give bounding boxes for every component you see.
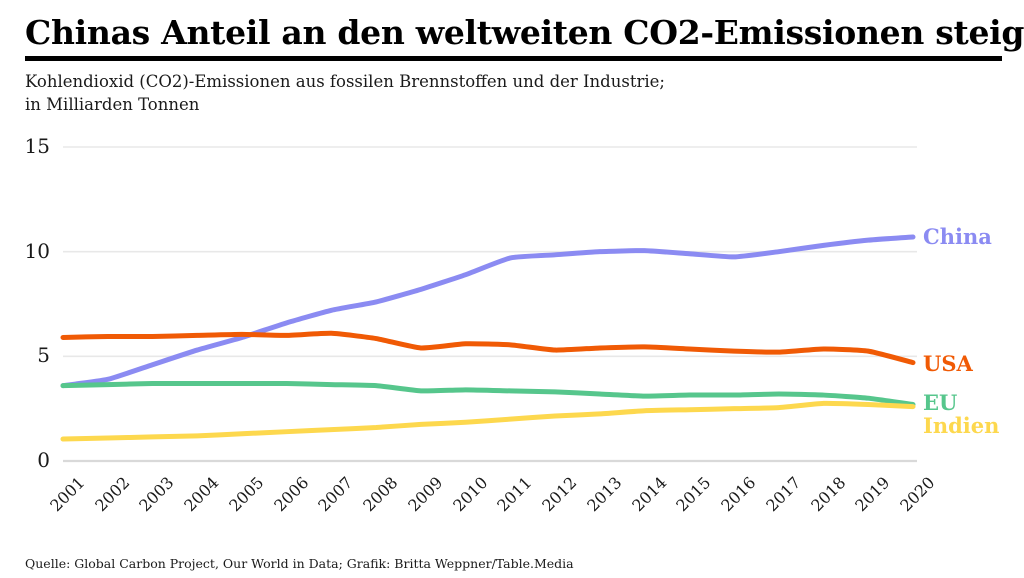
- page-title: Chinas Anteil an den weltweiten CO2-Emis…: [25, 13, 1024, 52]
- y-tick-label: 10: [24, 238, 50, 263]
- title-underline-rule: [25, 56, 1002, 61]
- series-line-eu: [60, 381, 916, 407]
- chart-subtitle: Kohlendioxid (CO2)-Emissionen aus fossil…: [25, 70, 1003, 116]
- chart-header: Chinas Anteil an den weltweiten CO2-Emis…: [25, 13, 1024, 116]
- series-label-usa: USA: [923, 350, 973, 376]
- series-label-eu: EU: [923, 390, 958, 416]
- series-line-indien: [60, 400, 916, 442]
- series-line-usa: [60, 330, 916, 366]
- series-line-china: [60, 234, 916, 389]
- y-tick-label: 5: [37, 343, 50, 368]
- source-note: Quelle: Global Carbon Project, Our World…: [25, 556, 574, 571]
- series-label-indien: Indien: [923, 412, 1000, 438]
- y-tick-label: 0: [37, 448, 50, 472]
- chart-subtitle-line-1: Kohlendioxid (CO2)-Emissionen aus fossil…: [25, 72, 665, 91]
- y-tick-label: 15: [24, 134, 50, 158]
- chart-subtitle-line-2: in Milliarden Tonnen: [25, 95, 200, 114]
- gridlines-group: [63, 146, 917, 463]
- series-label-china: China: [923, 224, 992, 249]
- series-lines-group: [60, 234, 916, 442]
